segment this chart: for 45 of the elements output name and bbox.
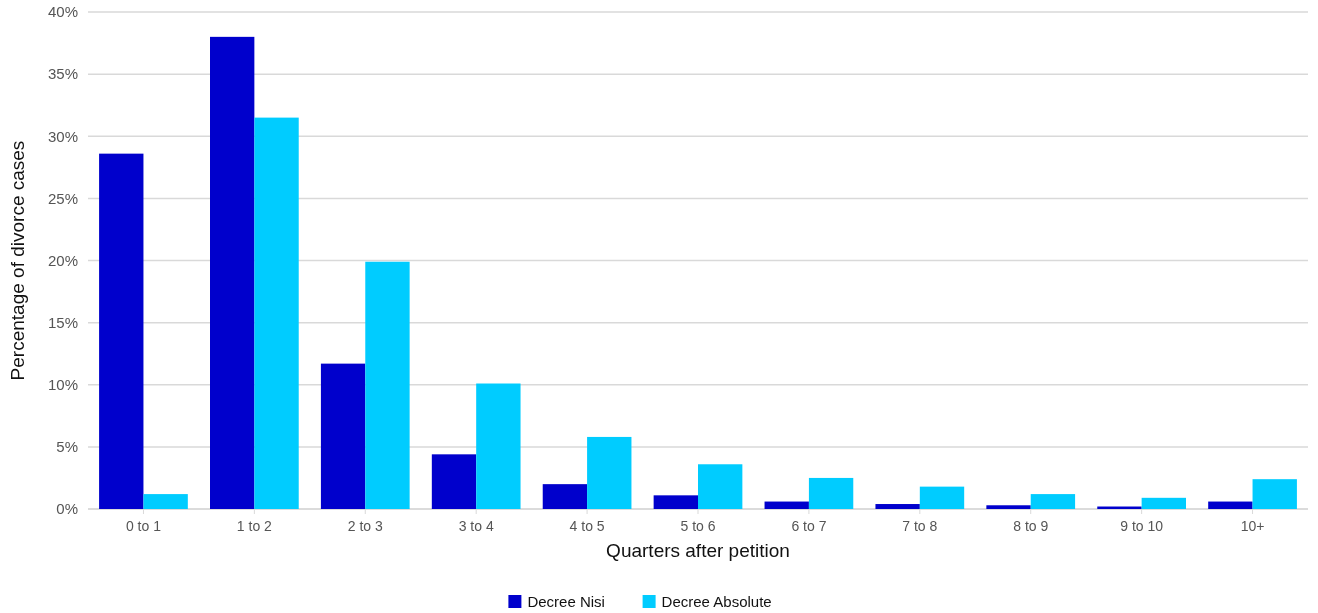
- bar: [587, 436, 632, 509]
- x-tick-label: 6 to 7: [791, 518, 827, 534]
- x-tick-label: 3 to 4: [458, 518, 494, 534]
- bar: [986, 505, 1031, 509]
- bar: [653, 495, 698, 509]
- x-tick-label: 5 to 6: [680, 518, 716, 534]
- legend-label: Decree Absolute: [661, 593, 772, 611]
- y-tick-label: 20%: [47, 251, 78, 269]
- y-tick-label: 40%: [47, 3, 78, 21]
- x-tick-label: 9 to 10: [1120, 518, 1164, 534]
- bar: [1141, 497, 1186, 509]
- y-tick-label: 25%: [47, 189, 78, 207]
- bar: [254, 117, 299, 509]
- bar: [431, 454, 477, 509]
- x-tick-label: 8 to 9: [1013, 518, 1049, 534]
- y-tick-label: 15%: [47, 313, 78, 331]
- bar: [320, 363, 366, 509]
- y-tick-label: 5%: [56, 438, 78, 456]
- bar: [764, 501, 809, 509]
- legend-label: Decree Nisi: [527, 593, 605, 611]
- x-tick-label: 4 to 5: [569, 518, 605, 534]
- bar: [476, 383, 521, 509]
- bar: [210, 36, 255, 509]
- bar: [698, 464, 743, 509]
- bar: [808, 477, 854, 509]
- bar: [1208, 501, 1253, 509]
- bar: [365, 261, 410, 509]
- x-tick-label: 1 to 2: [236, 518, 273, 534]
- bar: [99, 153, 144, 509]
- x-tick-label: 10+: [1240, 518, 1265, 534]
- y-tick-label: 35%: [47, 65, 78, 83]
- y-axis-title: Percentage of divorce cases: [7, 140, 28, 381]
- x-tick-label: 2 to 3: [347, 518, 383, 534]
- bar: [542, 484, 588, 509]
- bar: [1030, 494, 1076, 509]
- y-tick-label: 0%: [56, 500, 78, 518]
- bar: [875, 504, 920, 509]
- bar: [919, 486, 965, 509]
- x-tick-label: 0 to 1: [125, 518, 162, 534]
- x-tick-label: 7 to 8: [902, 518, 938, 534]
- bar: [143, 494, 188, 509]
- bar: [1252, 479, 1297, 509]
- y-tick-label: 10%: [47, 376, 78, 393]
- x-axis-title: Quarters after petition: [606, 540, 790, 561]
- y-tick-label: 30%: [47, 127, 78, 145]
